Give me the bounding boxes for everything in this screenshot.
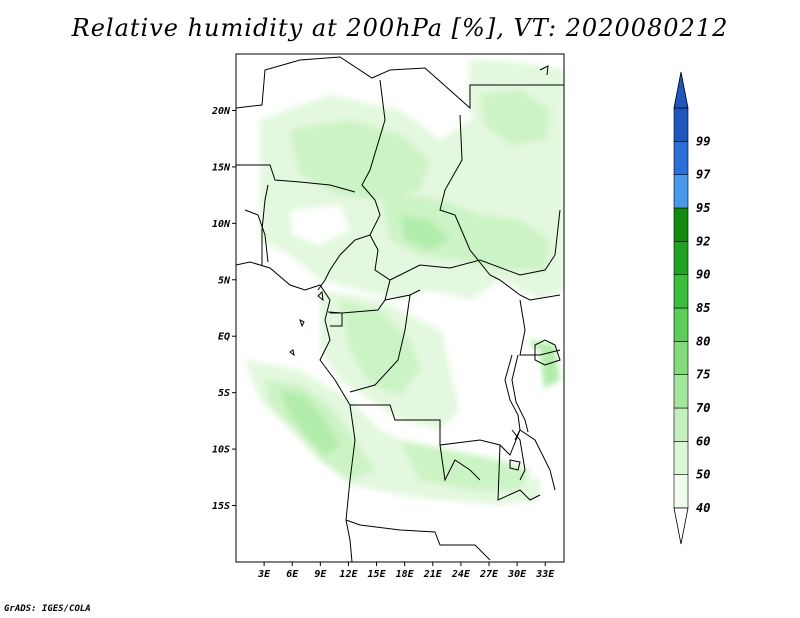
- colorbar-label: 70: [696, 401, 710, 415]
- lon-tick-label: 33E: [535, 569, 555, 580]
- colorbar-swatch: [673, 274, 689, 309]
- lat-tick-label: 15N: [212, 162, 231, 173]
- colorbar-label: 95: [696, 201, 710, 215]
- colorbar-swatch: [673, 407, 689, 442]
- latitude-ticks: 20N 15N 10N 5N EQ 5S 10S 15S: [211, 106, 236, 512]
- map-frame: [235, 53, 565, 563]
- lat-tick-label: 20N: [211, 106, 231, 117]
- colorbar-top-arrow: [673, 71, 689, 109]
- longitude-ticks: 3E 6E 9E 12E 15E 18E 21E 24E 27E 30E 33E: [257, 562, 555, 580]
- lat-tick-label: 10S: [212, 445, 230, 456]
- colorbar-label: 92: [696, 234, 710, 248]
- colorbar-bottom-arrow: [673, 507, 689, 545]
- chart-title: Relative humidity at 200hPa [%], VT: 202…: [71, 14, 729, 42]
- colorbar-label: 40: [696, 501, 710, 515]
- lon-tick-label: 9E: [314, 569, 327, 580]
- lon-tick-label: 12E: [339, 569, 358, 580]
- lon-tick-label: 18E: [396, 569, 415, 580]
- lon-tick-label: 27E: [479, 569, 499, 580]
- colorbar-label: 75: [696, 368, 710, 382]
- colorbar-swatch: [673, 474, 689, 509]
- lon-tick-label: 24E: [451, 569, 471, 580]
- colorbar-swatch: [673, 107, 689, 142]
- lon-tick-label: 6E: [286, 569, 299, 580]
- colorbar-label: 60: [696, 434, 710, 448]
- colorbar-swatch: [673, 307, 689, 342]
- lon-tick-label: 15E: [368, 569, 387, 580]
- colorbar-label: 90: [696, 268, 710, 282]
- lat-tick-label: 5N: [218, 275, 231, 286]
- country-borders: [236, 56, 564, 562]
- colorbar-swatch: [673, 374, 689, 409]
- colorbar-label: 97: [696, 168, 711, 182]
- lon-tick-label: 3E: [257, 569, 271, 580]
- colorbar-label: 50: [696, 468, 710, 482]
- lat-tick-label: 10N: [212, 219, 231, 230]
- colorbar-swatch: [673, 207, 689, 242]
- colorbar-label: 80: [696, 334, 710, 348]
- lon-tick-label: 21E: [423, 569, 443, 580]
- colorbar: 40 50 60 70 75 80 85 90 92 95 97 99: [673, 71, 711, 545]
- lon-tick-label: 30E: [507, 569, 527, 580]
- humidity-shading: [236, 54, 564, 562]
- lat-tick-label: 15S: [212, 501, 230, 512]
- colorbar-swatch: [673, 174, 689, 209]
- grads-credit: GrADS: IGES/COLA: [4, 604, 91, 614]
- colorbar-swatch: [673, 441, 689, 475]
- colorbar-swatch: [673, 241, 689, 275]
- colorbar-swatch: [673, 141, 689, 175]
- lat-tick-label: EQ: [218, 332, 230, 343]
- colorbar-swatch: [673, 341, 689, 375]
- colorbar-label: 99: [696, 134, 710, 148]
- lat-tick-label: 5S: [218, 388, 230, 399]
- colorbar-label: 85: [696, 301, 710, 315]
